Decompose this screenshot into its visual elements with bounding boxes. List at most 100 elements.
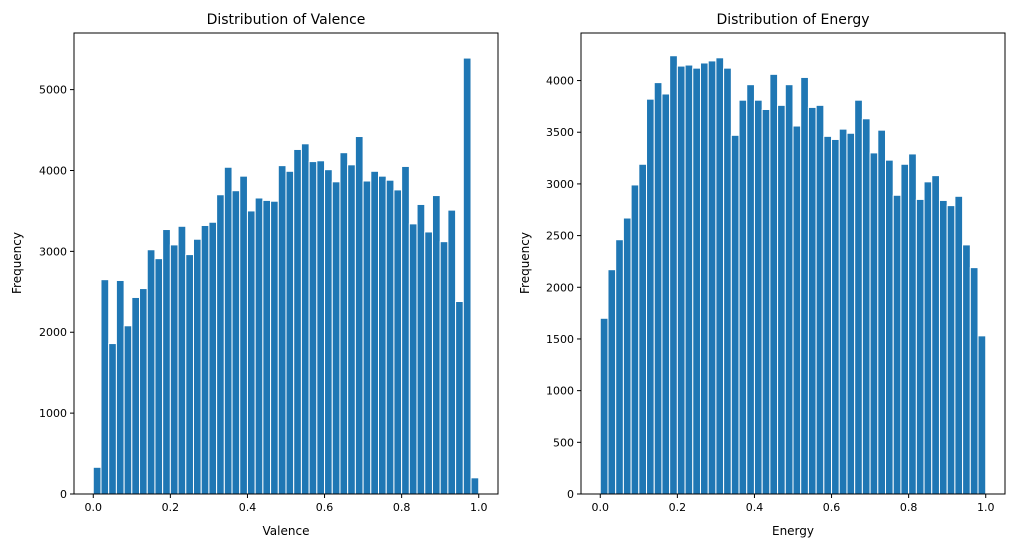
histogram-bar [123,325,133,495]
histogram-bar [838,128,848,495]
histogram-bar [277,165,287,495]
histogram-bar [661,93,671,495]
y-axis-label: Frequency [518,232,532,294]
histogram-bar [946,205,956,495]
histogram-bar [208,221,218,495]
histogram-bar [885,159,894,495]
x-tick-label: 0.8 [900,501,918,514]
histogram-bar [331,181,341,495]
y-tick-label: 0 [60,488,67,501]
histogram-bar [730,134,740,495]
histogram-bar [316,160,326,495]
histogram-bar [362,180,372,495]
histogram-bar [653,82,663,495]
histogram-bar [823,135,833,495]
y-axis-ticks: 0 500 1000 1500 2000 2500 3000 3500 4000 [546,75,581,501]
histogram-bar [285,170,295,495]
y-tick-label: 1000 [546,385,574,398]
y-tick-label: 500 [553,436,574,449]
y-tick-label: 1500 [546,333,574,346]
y-tick-label: 4000 [546,75,574,88]
histogram-bar [370,170,380,495]
histogram-bar [892,194,902,495]
y-tick-label: 1000 [39,407,67,420]
histogram-bar [447,209,457,495]
histogram-bar [900,163,910,495]
histogram-bar [192,238,202,495]
x-tick-label: 0.0 [592,501,610,514]
x-tick-label: 1.0 [977,501,995,514]
x-axis-ticks: 0.0 0.2 0.4 0.6 0.8 1.0 [592,494,995,514]
histogram-bar [746,84,755,495]
histogram-bar [915,198,925,495]
histogram-bar [169,244,179,495]
histogram-bar [715,57,725,495]
histogram-bar [239,175,248,495]
histogram-bar [416,203,426,495]
histogram-bar [223,166,233,495]
histogram-bar [646,98,655,495]
histogram-bar [638,163,648,495]
histogram-bar [807,106,817,495]
y-tick-label: 0 [567,488,574,501]
x-tick-label: 0.0 [85,501,103,514]
chart-title: Distribution of Valence [207,12,366,28]
valence-histogram: Distribution of Valence 0.0 0.2 0.4 0.6 0.8 1… [10,12,499,538]
histogram-bar [347,164,356,495]
histogram-bar [931,175,940,495]
histogram-bar [108,343,117,495]
histogram-bar [154,258,164,495]
y-axis-label: Frequency [10,232,24,294]
histogram-bar [869,152,879,495]
histogram-bar [777,104,786,495]
histogram-bar [707,60,717,495]
histogram-bar [300,143,310,495]
histogram-bar [753,99,763,495]
x-tick-label: 0.8 [393,501,411,514]
histogram-bar [308,161,318,495]
histogram-bar [923,181,933,495]
histogram-bar [424,231,433,495]
histogram-bars [92,57,480,495]
x-axis-label: Valence [263,524,310,538]
histogram-bar [669,55,678,495]
y-tick-label: 4000 [39,164,67,177]
histogram-bar [462,57,472,495]
y-axis-ticks: 0 1000 2000 3000 4000 5000 [39,84,74,501]
histogram-bar [861,118,871,495]
histogram-bar [177,225,187,495]
histogram-bar [792,125,802,495]
histogram-bar [761,108,771,495]
x-tick-label: 0.4 [746,501,764,514]
histogram-bar [969,267,979,495]
x-tick-label: 0.2 [669,501,687,514]
histogram-bar [100,279,110,495]
histogram-bar [630,184,640,495]
histogram-bar [699,62,709,495]
histogram-bar [378,175,387,495]
histogram-bar [800,76,809,495]
histogram-bar [262,199,272,495]
histogram-bar [270,200,279,495]
histogram-bar [676,65,686,495]
y-tick-label: 3000 [546,178,574,191]
x-tick-label: 0.4 [239,501,257,514]
histogram-bar [615,239,624,495]
x-tick-label: 0.6 [823,501,841,514]
histogram-bar [977,335,987,495]
histogram-bar [607,269,617,495]
histogram-bar [200,224,210,495]
histogram-bar [684,64,694,495]
x-axis-ticks: 0.0 0.2 0.4 0.6 0.8 1.0 [85,494,488,514]
histogram-bar [401,165,410,495]
x-tick-label: 1.0 [470,501,488,514]
histogram-bar [815,104,825,495]
histogram-bar [738,99,748,495]
histogram-bar [622,217,632,495]
histogram-bar [439,241,449,495]
histogram-bar [599,317,609,495]
histogram-bar [455,301,464,495]
y-tick-label: 2500 [546,230,574,243]
x-axis-label: Energy [772,524,814,538]
histogram-bar [723,67,732,495]
